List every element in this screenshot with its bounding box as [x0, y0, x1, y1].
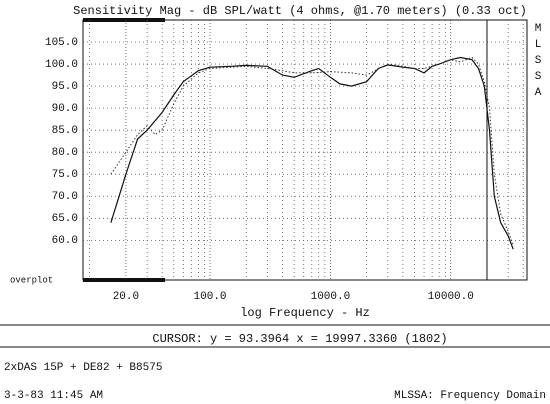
note: 2xDAS 15P + DE82 + B8575 — [4, 362, 162, 374]
series-line — [110, 56, 514, 245]
plot-frame — [82, 19, 528, 281]
y-tick-label: 70.0 — [52, 191, 78, 203]
y-tick-label: 60.0 — [52, 235, 78, 247]
y-tick-label: 90.0 — [52, 103, 78, 115]
y-tick-label: 75.0 — [52, 169, 78, 181]
x-tick-label: 1000.0 — [311, 291, 351, 303]
side-label: S — [535, 71, 542, 83]
side-label: A — [535, 87, 542, 99]
series-line — [110, 56, 514, 250]
y-tick-label: 85.0 — [52, 125, 78, 137]
side-label: L — [535, 39, 542, 51]
y-tick-label: 100.0 — [45, 59, 78, 71]
x-tick-label: 10000.0 — [428, 291, 474, 303]
x-axis-label: log Frequency - Hz — [240, 306, 370, 320]
side-label: S — [535, 55, 542, 67]
x-tick-label: 20.0 — [113, 291, 139, 303]
y-tick-label: 80.0 — [52, 147, 78, 159]
frame-bar — [83, 18, 165, 22]
corner-label: overplot — [10, 275, 53, 285]
footer-left: 3-3-83 11:45 AM — [4, 390, 103, 402]
y-tick-label: 105.0 — [45, 37, 78, 49]
footer-right: MLSSA: Frequency Domain — [394, 390, 546, 402]
chart-title: Sensitivity Mag - dB SPL/watt (4 ohms, @… — [73, 4, 527, 18]
y-tick-label: 95.0 — [52, 81, 78, 93]
cursor-readout: CURSOR: y = 93.3964 x = 19997.3360 (1802… — [152, 332, 447, 346]
frame-bar — [83, 278, 165, 282]
x-tick-label: 100.0 — [194, 291, 227, 303]
side-label: M — [535, 23, 542, 35]
y-tick-label: 65.0 — [52, 213, 78, 225]
